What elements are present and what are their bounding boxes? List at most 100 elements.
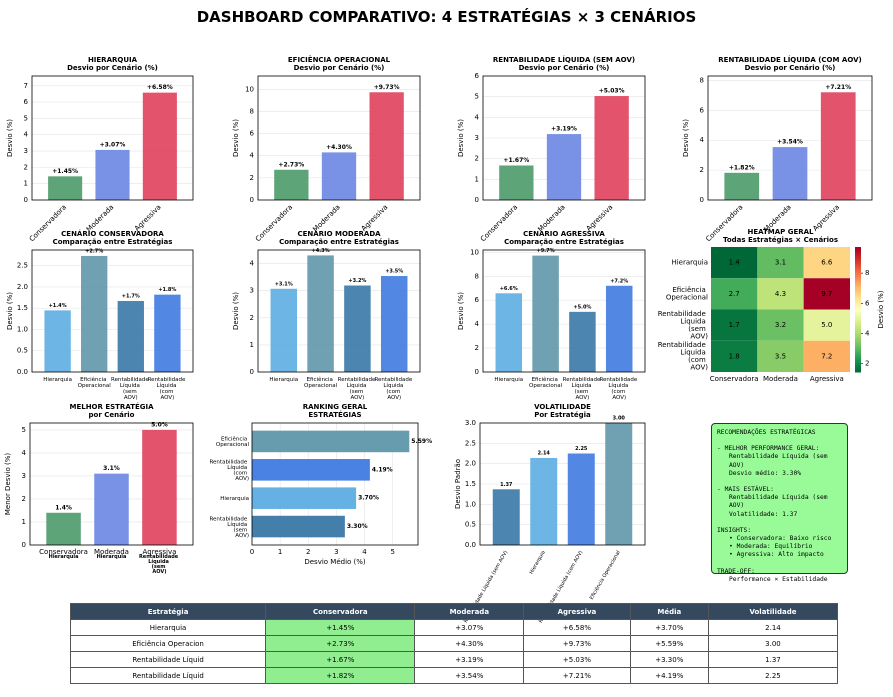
y-tick-label: 4 [22, 449, 27, 457]
heatmap-cell [803, 247, 850, 279]
colorbar-step [855, 347, 861, 350]
y-tick-label: 2.5 [465, 439, 476, 447]
value-label: 5.59% [411, 438, 432, 445]
rec-group: - MAIS ESTÁVEL: Rentabilidade Líquida (se… [717, 486, 842, 519]
table-cell: +2.73% [265, 635, 416, 652]
y-axis-label: Menor Desvio (%) [4, 453, 12, 515]
header-cell: Agressiva [523, 603, 631, 620]
y-axis-label: Desvio (%) [232, 292, 240, 330]
y-tick-label: 4 [24, 131, 29, 139]
value-label: +9.7% [537, 248, 555, 254]
colorbar-step [855, 272, 861, 275]
bar [252, 430, 410, 453]
value-label: +3.2% [348, 278, 366, 284]
value-label: +3.07% [100, 141, 126, 148]
table-cell: +5.03% [523, 651, 631, 668]
winner-label: Rentabilidade Líquida (sem AOV) [139, 554, 180, 575]
table-row: Eficiência Operacion +2.73% +4.30% +9.73% +5… [69, 635, 839, 652]
bar [569, 311, 596, 372]
chart-title: RENTABILIDADE LÍQUIDA (COM AOV) [718, 55, 861, 64]
table-cell: Rentabilidade Líquid [69, 651, 267, 668]
chart-subtitle: Desvio por Cenário (%) [294, 64, 385, 72]
colorbar-step [855, 249, 861, 252]
x-tick-label: Eficiência Operacional [529, 376, 563, 389]
value-label: 3.00 [613, 416, 626, 422]
table-cell: +3.70% [629, 619, 709, 636]
table-cell: +5.59% [629, 635, 709, 652]
y-tick-label: 3 [24, 147, 28, 155]
chart-subtitle: Por Estratégia [534, 411, 591, 419]
colorbar-step [855, 342, 861, 346]
colorbar-step [855, 267, 861, 271]
value-label: 1.4% [55, 504, 72, 511]
bar [499, 165, 534, 200]
cell-label: 3.1 [775, 259, 786, 267]
bar [274, 169, 309, 200]
y-tick-label: 6 [700, 106, 705, 114]
y-axis-label: Desvio (%) [232, 119, 240, 157]
table-cell: 1.37 [707, 651, 839, 668]
y-tick-label: 2 [475, 155, 479, 163]
rec-line: • Moderada: Equilíbrio [729, 543, 813, 551]
bar [380, 276, 408, 372]
heatmap-cell [757, 278, 804, 310]
header-cell: Estratégia [69, 603, 267, 620]
chart-subtitle: Desvio por Cenário (%) [745, 64, 836, 72]
y-tick-label: Hierarquia [220, 496, 249, 502]
y-tick-label: 1.0 [465, 500, 476, 508]
colorbar-label: Desvio (%) [877, 290, 885, 328]
cell-label: 6.6 [821, 259, 833, 267]
bar [270, 288, 298, 372]
y-axis-label: Desvio (%) [457, 119, 465, 157]
colorbar-step [855, 253, 861, 256]
y-tick-label: 0 [700, 196, 704, 204]
rec-line: RECOMENDAÇÕES ESTRATÉGICAS [717, 429, 816, 436]
value-label: 2.25 [575, 446, 588, 452]
axes-frame [251, 422, 419, 546]
x-tick-label: Hierarquia [43, 377, 72, 383]
colorbar-step [855, 282, 861, 285]
cell-label: 2.7 [729, 290, 740, 298]
x-tick-label: Moderada [311, 203, 341, 233]
chart-title: MELHOR ESTRATÉGIA [69, 402, 154, 411]
value-label: +5.03% [599, 88, 625, 95]
heatmap-cell [711, 278, 758, 310]
recommendations-box: RECOMENDAÇÕES ESTRATÉGICAS - MELHOR PERFO… [711, 423, 848, 583]
value-label: 3.30% [347, 523, 368, 530]
bar [142, 429, 177, 545]
colorbar-step [855, 355, 861, 358]
column-label: Conservadora [710, 375, 759, 383]
y-tick-label: 0 [475, 368, 479, 376]
summary-table: Estratégia Conservadora Moderada Agressiva M… [69, 603, 839, 684]
x-tick-label: 1 [278, 548, 282, 556]
x-tick-label: Agressiva [811, 203, 841, 233]
colorbar-tick-label: 4 [865, 330, 870, 338]
chart-title: CENÁRIO MODERADA [297, 229, 381, 238]
x-tick-label: Agressiva [142, 548, 176, 556]
chart-subtitle: por Cenário [89, 411, 135, 419]
cell-label: 7.2 [821, 352, 832, 360]
value-label: +6.6% [500, 286, 518, 292]
chart-title: CENÁRIO CONSERVADORA [61, 229, 164, 238]
table-cell: +1.67% [265, 651, 416, 668]
y-tick-label: 4 [250, 152, 255, 160]
colorbar-step [855, 263, 861, 267]
chart-title: EFICIÊNCIA OPERACIONAL [288, 55, 391, 64]
winner-label: Hierarquia [97, 554, 127, 560]
rec-line: - MAIS ESTÁVEL: [717, 486, 774, 494]
colorbar-step [855, 251, 861, 254]
y-tick-label: 8 [475, 272, 479, 280]
rec-line: Volatilidade: 1.37 [729, 510, 798, 518]
table-cell: +6.58% [523, 619, 631, 636]
y-tick-label: 2.5 [17, 262, 28, 270]
y-tick-label: 2.0 [17, 283, 28, 291]
heatmap-cell [757, 309, 804, 341]
column-label: Moderada [763, 375, 798, 383]
x-tick-label: 4 [362, 548, 367, 556]
rec-line: INSIGHTS: [717, 526, 752, 534]
y-tick-label: 0.0 [465, 541, 476, 549]
colorbar-step [855, 280, 861, 283]
colorbar-step [855, 301, 861, 304]
value-label: +4.30% [326, 144, 352, 151]
y-tick-label: 3 [475, 134, 479, 142]
